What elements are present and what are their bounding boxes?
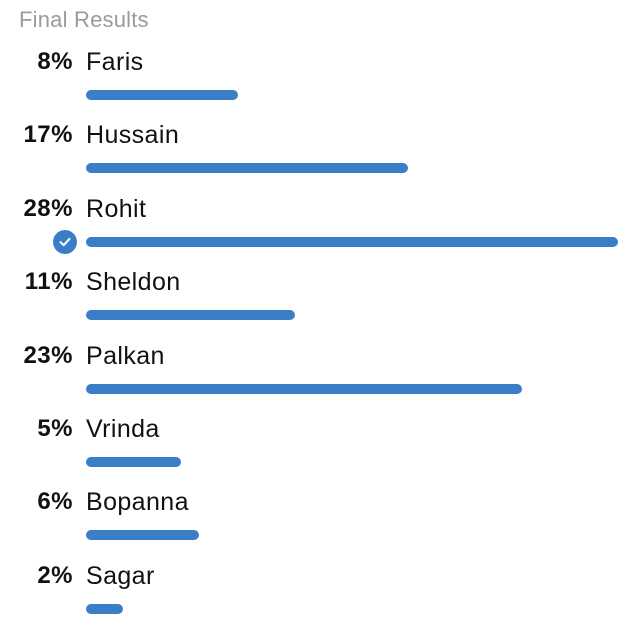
result-bar <box>86 383 523 394</box>
result-bar-track <box>86 456 618 467</box>
result-bar <box>86 456 181 467</box>
result-bar-track <box>86 310 618 321</box>
option-label: Sagar <box>86 561 155 590</box>
option-percent: 6% <box>37 488 73 516</box>
result-bar <box>86 236 618 247</box>
option-percent: 11% <box>24 268 73 296</box>
poll-title: Final Results <box>19 7 149 32</box>
poll-option-palkan[interactable]: 23% Palkan <box>0 342 640 415</box>
result-bar-track <box>86 530 618 541</box>
poll-options: 8% Faris 17% Hussain 28% Rohit 11% Sheld… <box>0 48 640 635</box>
poll-option-rohit[interactable]: 28% Rohit <box>0 195 640 268</box>
poll-option-vrinda[interactable]: 5% Vrinda <box>0 415 640 488</box>
option-label: Bopanna <box>86 488 189 517</box>
option-label: Faris <box>86 48 144 76</box>
option-percent: 28% <box>23 194 73 222</box>
option-label: Rohit <box>86 194 147 223</box>
option-percent: 2% <box>37 561 73 589</box>
poll-option-bopanna[interactable]: 6% Bopanna <box>0 488 640 561</box>
result-bar-track <box>86 163 618 174</box>
result-bar <box>86 90 238 100</box>
result-bar <box>86 310 296 321</box>
option-percent: 23% <box>23 341 73 369</box>
result-bar <box>86 530 199 541</box>
option-percent: 17% <box>23 121 73 149</box>
option-label: Hussain <box>86 121 180 150</box>
result-bar-track <box>86 90 618 100</box>
poll-option-sagar[interactable]: 2% Sagar <box>0 562 640 635</box>
poll-option-hussain[interactable]: 17% Hussain <box>0 121 640 194</box>
result-bar-track <box>86 383 618 394</box>
poll-option-faris[interactable]: 8% Faris <box>0 48 640 121</box>
poll-option-sheldon[interactable]: 11% Sheldon <box>0 268 640 341</box>
option-label: Palkan <box>86 341 165 370</box>
option-label: Vrinda <box>86 414 160 443</box>
option-label: Sheldon <box>86 268 181 297</box>
option-percent: 8% <box>37 48 73 75</box>
checkmark-circle-icon <box>53 229 77 254</box>
result-bar <box>86 163 408 174</box>
option-percent: 5% <box>37 414 73 442</box>
result-bar-track <box>86 236 618 247</box>
